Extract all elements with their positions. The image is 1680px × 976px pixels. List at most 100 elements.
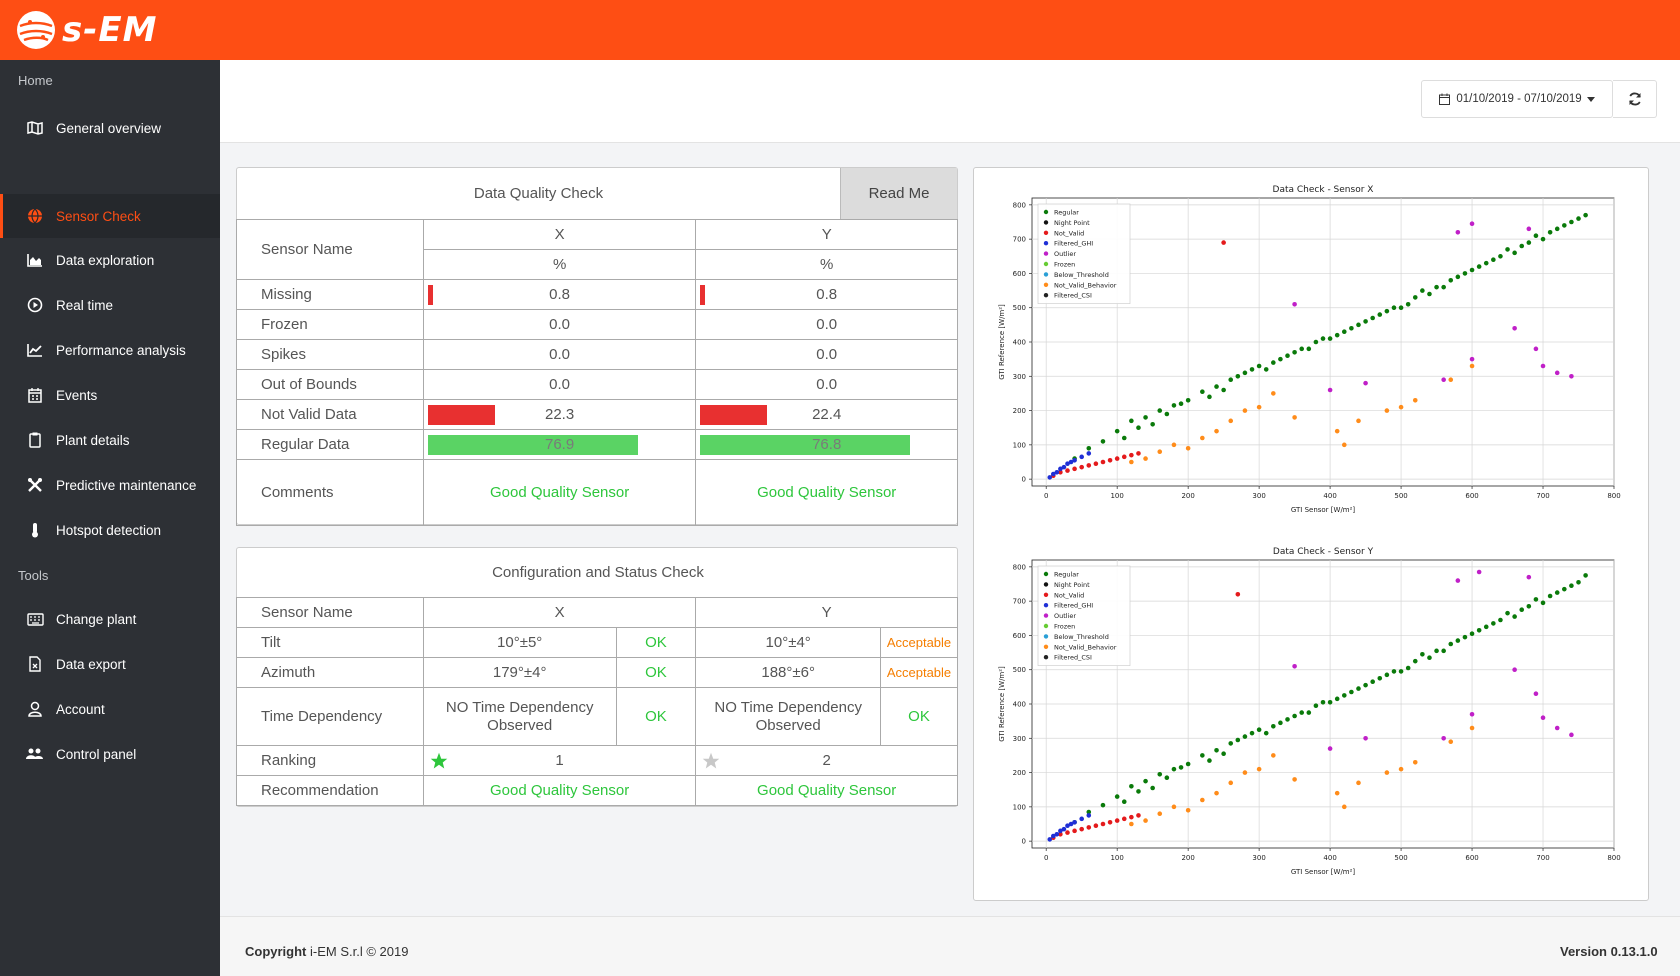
x-tick-label: 500 [1394,492,1407,500]
data-point-not-valid-behavior [1341,442,1347,448]
sidebar-item-data-export[interactable]: Data export [0,642,220,686]
play-circle-icon [26,296,44,314]
table-row: Ranking 1 2 [236,745,958,776]
data-point-not-valid [1129,814,1134,820]
data-point-regular [1249,367,1255,372]
data-point-not-valid [1107,819,1113,825]
data-point-regular [1476,627,1482,633]
brand-logo[interactable]: s-EM [16,9,157,51]
data-point-regular [1306,710,1312,715]
data-point-regular [1086,445,1092,451]
data-point-regular [1143,415,1148,420]
data-point-regular [1412,658,1418,664]
refresh-button[interactable] [1613,80,1657,118]
data-quality-title: Data Quality Check [473,185,604,202]
x-tick-label: 300 [1252,854,1265,862]
data-point-not-valid-behavior [1214,428,1219,434]
data-point-regular [1562,586,1567,592]
col-x-header: X [422,597,697,628]
row-label: Recommendation [236,775,424,806]
sidebar-item-label: Performance analysis [56,342,186,358]
data-point-filtered-ghi [1065,823,1070,829]
regular-bar-y [700,435,911,455]
data-point-regular [1427,655,1432,661]
data-point-regular [1491,621,1496,626]
legend-entry: Not_Valid [1054,591,1084,599]
sidebar-item-real-time[interactable]: Real time [0,283,220,327]
data-point-regular [1178,765,1184,770]
sidebar-item-account[interactable]: Account [0,687,220,731]
value-text: 0.0 [695,369,958,400]
x-tick-label: 400 [1323,854,1336,862]
sidebar-item-label: Predictive maintenance [56,477,197,493]
data-quality-panel: Data Quality Check Read Me Sensor Name X… [236,167,958,526]
data-point-regular [1306,346,1312,352]
sidebar-item-label: Sensor Check [56,208,141,224]
value-cell: 0.8 [695,279,958,310]
globe-icon [26,207,44,225]
comment-x: Good Quality Sensor [422,459,697,526]
value-text: 0.8 [549,286,571,303]
data-point-regular [1100,439,1106,444]
data-point-regular [1157,771,1163,777]
clipboard-icon [26,431,44,449]
area-chart-icon [26,251,44,269]
legend-entry: Not_Valid_Behavior [1054,643,1117,651]
data-point-not-valid-behavior [1356,418,1361,424]
users-cog-icon [26,745,44,763]
legend-marker [1043,571,1049,577]
sidebar-item-control-panel[interactable]: Control panel [0,732,220,776]
data-point-not-valid [1114,456,1120,461]
comments-label: Comments [236,459,424,526]
sidebar-item-events[interactable]: Events [0,373,220,417]
row-label: Ranking [236,745,424,776]
data-point-regular [1398,305,1404,311]
data-point-regular [1583,573,1588,578]
data-point-regular [1363,682,1368,688]
data-point-regular [1476,264,1482,269]
value-text: 0.0 [422,309,697,340]
sidebar-item-sensor-check[interactable]: Sensor Check [0,194,220,238]
data-point-regular [1540,600,1546,606]
data-point-not-valid [1121,454,1127,460]
tilt-y-status: Acceptable [880,627,958,658]
data-point-not-valid-behavior [1271,753,1276,758]
legend-entry: Regular [1054,571,1079,579]
data-point-not-valid [1072,466,1077,472]
sidebar-item-performance-analysis[interactable]: Performance analysis [0,328,220,372]
data-point-regular [1526,240,1532,245]
y-tick-label: 500 [1013,666,1026,674]
data-point-not-valid-behavior [1341,804,1347,810]
row-label: Not Valid Data [236,399,424,430]
chart-title: Data Check - Sensor X [1273,185,1374,195]
table-row: Azimuth 179°±4° OK 188°±6° Acceptable [236,657,958,688]
sidebar-item-predictive-maintenance[interactable]: Predictive maintenance [0,463,220,507]
data-point-regular [1313,703,1319,709]
row-label: Missing [236,279,424,310]
sidebar-item-change-plant[interactable]: Change plant [0,597,220,641]
sidebar-item-hotspot-detection[interactable]: Hotspot detection [0,508,220,552]
sidebar-item-data-exploration[interactable]: Data exploration [0,238,220,282]
x-tick-label: 700 [1536,854,1549,862]
data-point-regular [1391,669,1397,674]
comment-y: Good Quality Sensor [695,459,958,526]
data-point-regular [1121,799,1127,805]
data-point-regular [1370,679,1375,685]
sidebar-item-label: Account [56,701,105,717]
sidebar: Home General overview Sensor Check Data … [0,60,220,976]
data-point-regular [1356,686,1361,691]
data-point-outlier [1292,301,1297,307]
data-point-regular [1221,387,1226,393]
data-point-regular [1512,614,1517,619]
sidebar-item-general-overview[interactable]: General overview [0,106,220,150]
sidebar-item-plant-details[interactable]: Plant details [0,418,220,462]
missing-bar-x [427,285,433,305]
azimuth-x-status: OK [615,657,697,688]
data-point-regular [1462,634,1468,640]
legend-marker [1043,644,1049,649]
data-point-regular [1370,315,1375,321]
date-range-button[interactable]: 01/10/2019 - 07/10/2019 [1421,80,1613,118]
read-me-button[interactable]: Read Me [840,168,957,219]
scatter-chart-sensor-y: Data Check - Sensor Y 0 100 200 300 400 500 600… [998,547,1621,876]
data-point-not-valid-behavior [1292,415,1297,420]
